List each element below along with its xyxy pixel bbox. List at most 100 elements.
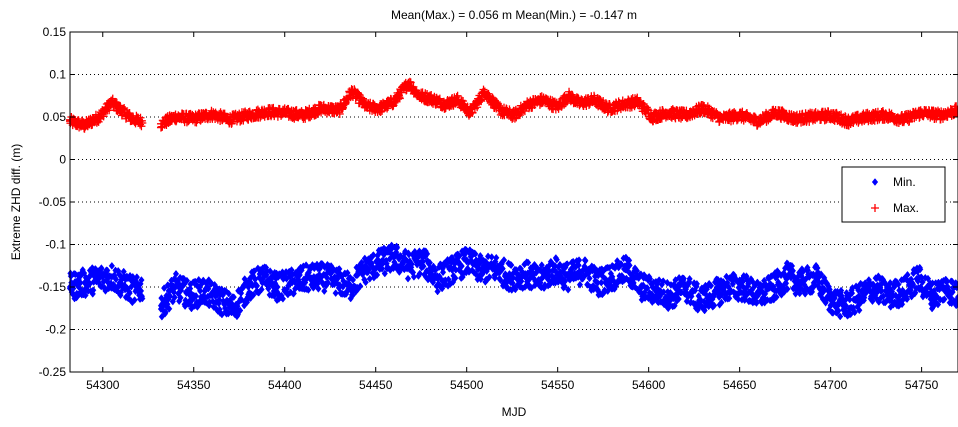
data-point-min <box>171 293 178 302</box>
data-point-max <box>790 114 799 123</box>
x-tick-label: 54300 <box>86 378 120 392</box>
data-point-min <box>237 306 244 315</box>
data-point-min <box>259 274 267 283</box>
y-tick-label: 0.15 <box>43 25 67 39</box>
data-point-max <box>298 111 307 120</box>
data-point-max <box>553 102 562 111</box>
data-point-max <box>699 104 708 113</box>
data-point-max <box>510 114 519 123</box>
data-point-min <box>324 278 332 287</box>
data-point-max <box>226 115 235 124</box>
data-point-min <box>161 284 168 292</box>
data-point-max <box>480 87 489 96</box>
data-point-min <box>82 291 89 300</box>
legend-label-max: Max. <box>893 201 919 215</box>
x-tick-label: 54750 <box>905 378 939 392</box>
data-point-max <box>95 113 104 121</box>
data-point-min <box>216 295 223 304</box>
data-point-min <box>315 284 322 293</box>
data-point-min <box>132 287 139 296</box>
data-point-max <box>495 106 504 115</box>
data-point-min <box>166 292 174 301</box>
data-point-min <box>108 261 115 270</box>
data-point-max <box>633 97 642 106</box>
legend: Min. Max. <box>841 166 946 223</box>
series-layer <box>66 77 958 321</box>
data-point-min <box>139 294 146 303</box>
series-min <box>66 241 958 321</box>
data-point-max <box>881 111 890 120</box>
data-point-max <box>619 100 628 109</box>
data-point-min <box>290 289 297 298</box>
data-point-max <box>80 121 89 130</box>
data-point-min <box>332 276 339 285</box>
data-point-min <box>186 291 194 300</box>
data-point-min <box>138 276 145 284</box>
x-tick-label: 54500 <box>450 378 484 392</box>
data-point-max <box>244 111 253 120</box>
x-axis-label: MJD <box>502 405 527 419</box>
data-point-max <box>335 106 344 115</box>
data-point-min <box>230 304 237 313</box>
data-point-min <box>250 291 257 299</box>
data-point-max <box>404 79 413 87</box>
data-point-max <box>648 113 657 121</box>
y-axis-label: Extreme ZHD diff. (m) <box>9 144 23 260</box>
data-point-max <box>524 100 533 109</box>
data-point-min <box>303 274 310 283</box>
data-point-max <box>440 100 449 109</box>
data-point-max <box>426 94 435 103</box>
legend-label-min: Min. <box>893 175 916 189</box>
data-point-max <box>657 114 666 123</box>
data-point-max <box>127 114 136 123</box>
data-point-min <box>347 273 354 282</box>
y-tick-label: 0.05 <box>43 110 67 124</box>
y-tick-label: -0.25 <box>39 365 67 379</box>
data-point-min <box>274 283 281 291</box>
y-tick-label: -0.15 <box>39 280 67 294</box>
data-point-min <box>172 283 179 291</box>
data-point-min <box>279 294 287 303</box>
data-point-max <box>753 117 762 126</box>
data-point-min <box>126 289 133 298</box>
data-point-max <box>564 91 573 100</box>
data-point-max <box>805 117 814 126</box>
data-point-max <box>348 87 357 96</box>
y-tick-label: 0.1 <box>49 68 66 82</box>
data-point-min <box>222 287 230 296</box>
x-tick-label: 54350 <box>177 378 211 392</box>
data-point-max <box>844 117 853 126</box>
data-point-max <box>262 107 271 116</box>
data-point-max <box>466 108 475 117</box>
data-point-max <box>575 99 584 108</box>
data-point-min <box>95 274 103 283</box>
data-point-min <box>258 285 265 294</box>
data-point-min <box>131 296 138 304</box>
data-point-min <box>225 289 232 298</box>
data-point-max <box>681 111 690 120</box>
data-point-max <box>952 102 958 111</box>
data-point-max <box>899 115 908 124</box>
x-tick-label: 54400 <box>268 378 302 392</box>
data-point-min <box>89 290 96 298</box>
data-point-min <box>77 278 84 287</box>
data-point-max <box>717 114 726 123</box>
data-point-max <box>954 106 958 115</box>
data-point-max <box>735 111 744 120</box>
data-point-min <box>81 278 88 287</box>
data-point-max <box>317 104 326 113</box>
data-point-max <box>510 111 518 120</box>
data-point-min <box>195 275 202 284</box>
data-point-min <box>108 272 115 281</box>
x-tick-label: 54650 <box>723 378 757 392</box>
data-point-max <box>826 111 835 120</box>
data-point-min <box>90 286 97 295</box>
data-point-min <box>317 272 325 281</box>
data-point-max <box>808 113 817 121</box>
data-point-max <box>171 113 180 121</box>
data-point-max <box>156 119 165 128</box>
data-point-min <box>349 291 356 300</box>
data-point-min <box>166 304 173 313</box>
data-point-max <box>116 106 125 115</box>
